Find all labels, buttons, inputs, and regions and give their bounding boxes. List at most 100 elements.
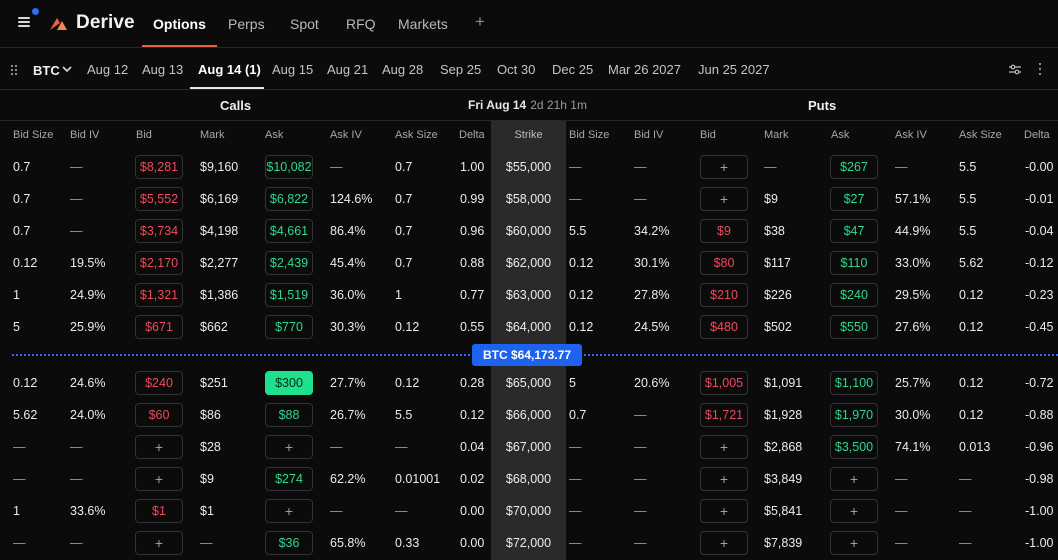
expiry-oct-30[interactable]: Oct 30 [497,62,536,77]
col-call-ask-iv[interactable]: Ask IV [330,129,362,141]
col-call-delta[interactable]: Delta [459,129,485,141]
put-bid-iv: 20.6% [634,376,670,390]
call-bid-button[interactable]: $60 [135,403,183,427]
call-bid-button[interactable]: $1 [135,499,183,523]
col-call-mark[interactable]: Mark [200,129,225,141]
call-mark: $28 [200,440,221,454]
expiry-aug-14[interactable]: Aug 14 (1) [198,62,261,77]
call-ask-button[interactable]: $10,082 [265,155,313,179]
put-bid-button[interactable]: $80 [700,251,748,275]
col-call-ask-size[interactable]: Ask Size [395,129,438,141]
expiry-sep-25[interactable]: Sep 25 [440,62,482,77]
put-ask-button[interactable]: $47 [830,219,878,243]
put-bid-button[interactable]: $210 [700,283,748,307]
tab-spot[interactable]: Spot [290,16,319,32]
col-call-bid-iv[interactable]: Bid IV [70,129,100,141]
expiry-aug-12[interactable]: Aug 12 [87,62,129,77]
tab-perps[interactable]: Perps [228,16,265,32]
more-options-icon[interactable] [1038,63,1042,75]
put-bid-add-order-button[interactable]: + [700,435,748,459]
call-ask-button[interactable]: $88 [265,403,313,427]
col-put-delta[interactable]: Delta [1024,129,1050,141]
menu-icon[interactable] [18,17,30,28]
put-bid-add-order-button[interactable]: + [700,187,748,211]
call-bid-button[interactable]: $671 [135,315,183,339]
expiry-aug-13[interactable]: Aug 13 [142,62,184,77]
call-bid-button[interactable]: $2,170 [135,251,183,275]
put-ask-button[interactable]: $1,100 [830,371,878,395]
col-put-ask[interactable]: Ask [831,129,850,141]
chevron-down-icon[interactable] [61,63,73,75]
expiry-dec-25[interactable]: Dec 25 [552,62,594,77]
call-ask-button[interactable]: $6,822 [265,187,313,211]
put-ask-button[interactable]: $550 [830,315,878,339]
col-put-bid[interactable]: Bid [700,129,716,141]
put-bid-button[interactable]: $480 [700,315,748,339]
expiry-aug-21[interactable]: Aug 21 [327,62,369,77]
call-bid-add-order-button[interactable]: + [135,531,183,555]
put-ask-button[interactable]: $3,500 [830,435,878,459]
call-ask-button[interactable]: $300 [265,371,313,395]
put-ask-button[interactable]: $267 [830,155,878,179]
call-bid-size: 0.7 [13,224,31,238]
put-ask-button[interactable]: $240 [830,283,878,307]
drag-handle-icon[interactable] [11,65,19,75]
expiry-aug-28[interactable]: Aug 28 [382,62,424,77]
call-ask-add-order-button[interactable]: + [265,499,313,523]
tab-markets[interactable]: Markets [398,16,448,32]
put-ask-add-order-button[interactable]: + [830,531,878,555]
call-ask-iv: 26.7% [330,408,366,422]
col-call-ask[interactable]: Ask [265,129,284,141]
call-bid-button[interactable]: $8,281 [135,155,183,179]
call-bid-add-order-button[interactable]: + [135,435,183,459]
call-bid-size: — [13,472,26,486]
put-ask-button[interactable]: $27 [830,187,878,211]
call-bid-button[interactable]: $240 [135,371,183,395]
put-bid-add-order-button[interactable]: + [700,467,748,491]
col-put-bid-iv[interactable]: Bid IV [634,129,664,141]
expiry-mar-26-2027[interactable]: Mar 26 2027 [608,62,681,77]
call-ask-size: 1 [395,288,402,302]
col-call-bid[interactable]: Bid [136,129,152,141]
call-ask-button[interactable]: $36 [265,531,313,555]
settings-sliders-icon[interactable] [1009,64,1021,75]
call-bid-add-order-button[interactable]: + [135,467,183,491]
expiry-aug-15[interactable]: Aug 15 [272,62,314,77]
call-mark: $662 [200,320,228,334]
call-bid-button[interactable]: $5,552 [135,187,183,211]
col-put-ask-size[interactable]: Ask Size [959,129,1002,141]
call-ask-button[interactable]: $274 [265,467,313,491]
put-bid-add-order-button[interactable]: + [700,531,748,555]
col-put-ask-iv[interactable]: Ask IV [895,129,927,141]
col-strike[interactable]: Strike [514,129,543,141]
tab-options[interactable]: Options [153,16,206,32]
expiry-jun-25-2027[interactable]: Jun 25 2027 [698,62,770,77]
call-ask-button[interactable]: $770 [265,315,313,339]
call-ask-button[interactable]: $1,519 [265,283,313,307]
put-mark: $502 [764,320,792,334]
put-mark: $7,839 [764,536,803,550]
put-bid-add-order-button[interactable]: + [700,499,748,523]
put-ask-button[interactable]: $110 [830,251,878,275]
call-ask-button[interactable]: $4,661 [265,219,313,243]
col-put-bid-size[interactable]: Bid Size [569,129,610,141]
call-ask-add-order-button[interactable]: + [265,435,313,459]
put-ask-button[interactable]: $1,970 [830,403,878,427]
put-mark: $38 [764,224,785,238]
put-ask-add-order-button[interactable]: + [830,467,878,491]
call-ask-button[interactable]: $2,439 [265,251,313,275]
put-ask-add-order-button[interactable]: + [830,499,878,523]
put-bid-add-order-button[interactable]: + [700,155,748,179]
add-tab-button[interactable]: + [475,12,485,31]
put-bid-button[interactable]: $1,721 [700,403,748,427]
put-bid-button[interactable]: $1,005 [700,371,748,395]
put-bid-button[interactable]: $9 [700,219,748,243]
col-call-bid-size[interactable]: Bid Size [13,129,54,141]
call-ask-size: 0.7 [395,160,413,174]
col-put-mark[interactable]: Mark [764,129,789,141]
call-bid-button[interactable]: $3,734 [135,219,183,243]
asset-selector[interactable]: BTC [33,63,60,78]
brand-name[interactable]: Derive [76,12,135,33]
tab-rfq[interactable]: RFQ [346,16,376,32]
call-bid-button[interactable]: $1,321 [135,283,183,307]
